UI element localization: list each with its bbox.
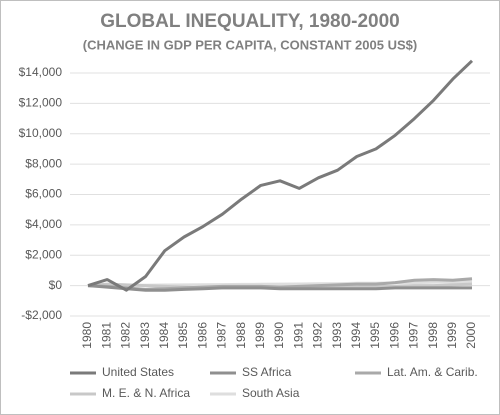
x-tick-label: 1986: [195, 322, 209, 349]
x-tick-label: 1988: [234, 322, 248, 349]
series-line: [87, 59, 474, 292]
legend-label: United States: [102, 365, 174, 379]
y-tick-label: $12,000: [19, 96, 63, 110]
x-tick-label: 1981: [99, 322, 113, 349]
x-tick-label: 1998: [426, 322, 440, 349]
x-tick-label: 2000: [464, 322, 478, 349]
x-tick-label: 1999: [445, 322, 459, 349]
chart-title: GLOBAL INEQUALITY, 1980-2000: [100, 11, 400, 32]
x-tick-label: 1993: [330, 322, 344, 349]
y-tick-label: -$2,000: [21, 308, 62, 322]
x-tick-label: 1995: [368, 322, 382, 349]
y-tick-label: $2,000: [25, 247, 62, 261]
y-tick-label: $6,000: [25, 187, 62, 201]
x-tick-label: 1996: [387, 322, 401, 349]
legend-label: M. E. & N. Africa: [102, 386, 190, 400]
y-tick-label: $10,000: [19, 126, 63, 140]
series-line: [87, 284, 472, 292]
x-tick-label: 1980: [80, 322, 94, 349]
legend-label: SS Africa: [242, 365, 292, 379]
x-tick-label: 1997: [407, 322, 421, 349]
x-tick-label: 1982: [119, 322, 133, 349]
chart-subtitle: (CHANGE IN GDP PER CAPITA, CONSTANT 2005…: [83, 37, 417, 52]
x-tick-label: 1985: [176, 322, 190, 349]
x-tick-label: 1989: [253, 322, 267, 349]
y-tick-label: $0: [49, 278, 63, 292]
legend-label: South Asia: [242, 386, 300, 400]
x-tick-label: 1992: [311, 322, 325, 349]
y-tick-label: $8,000: [25, 156, 62, 170]
x-tick-label: 1991: [291, 322, 305, 349]
y-tick-label: $14,000: [19, 65, 63, 79]
legend-label: Lat. Am. & Carib.: [387, 365, 478, 379]
x-tick-label: 1983: [138, 322, 152, 349]
x-tick-label: 1987: [215, 322, 229, 349]
x-tick-label: 1990: [272, 322, 286, 349]
x-tick-label: 1994: [349, 322, 363, 349]
y-tick-label: $4,000: [25, 217, 62, 231]
x-tick-label: 1984: [157, 322, 171, 349]
